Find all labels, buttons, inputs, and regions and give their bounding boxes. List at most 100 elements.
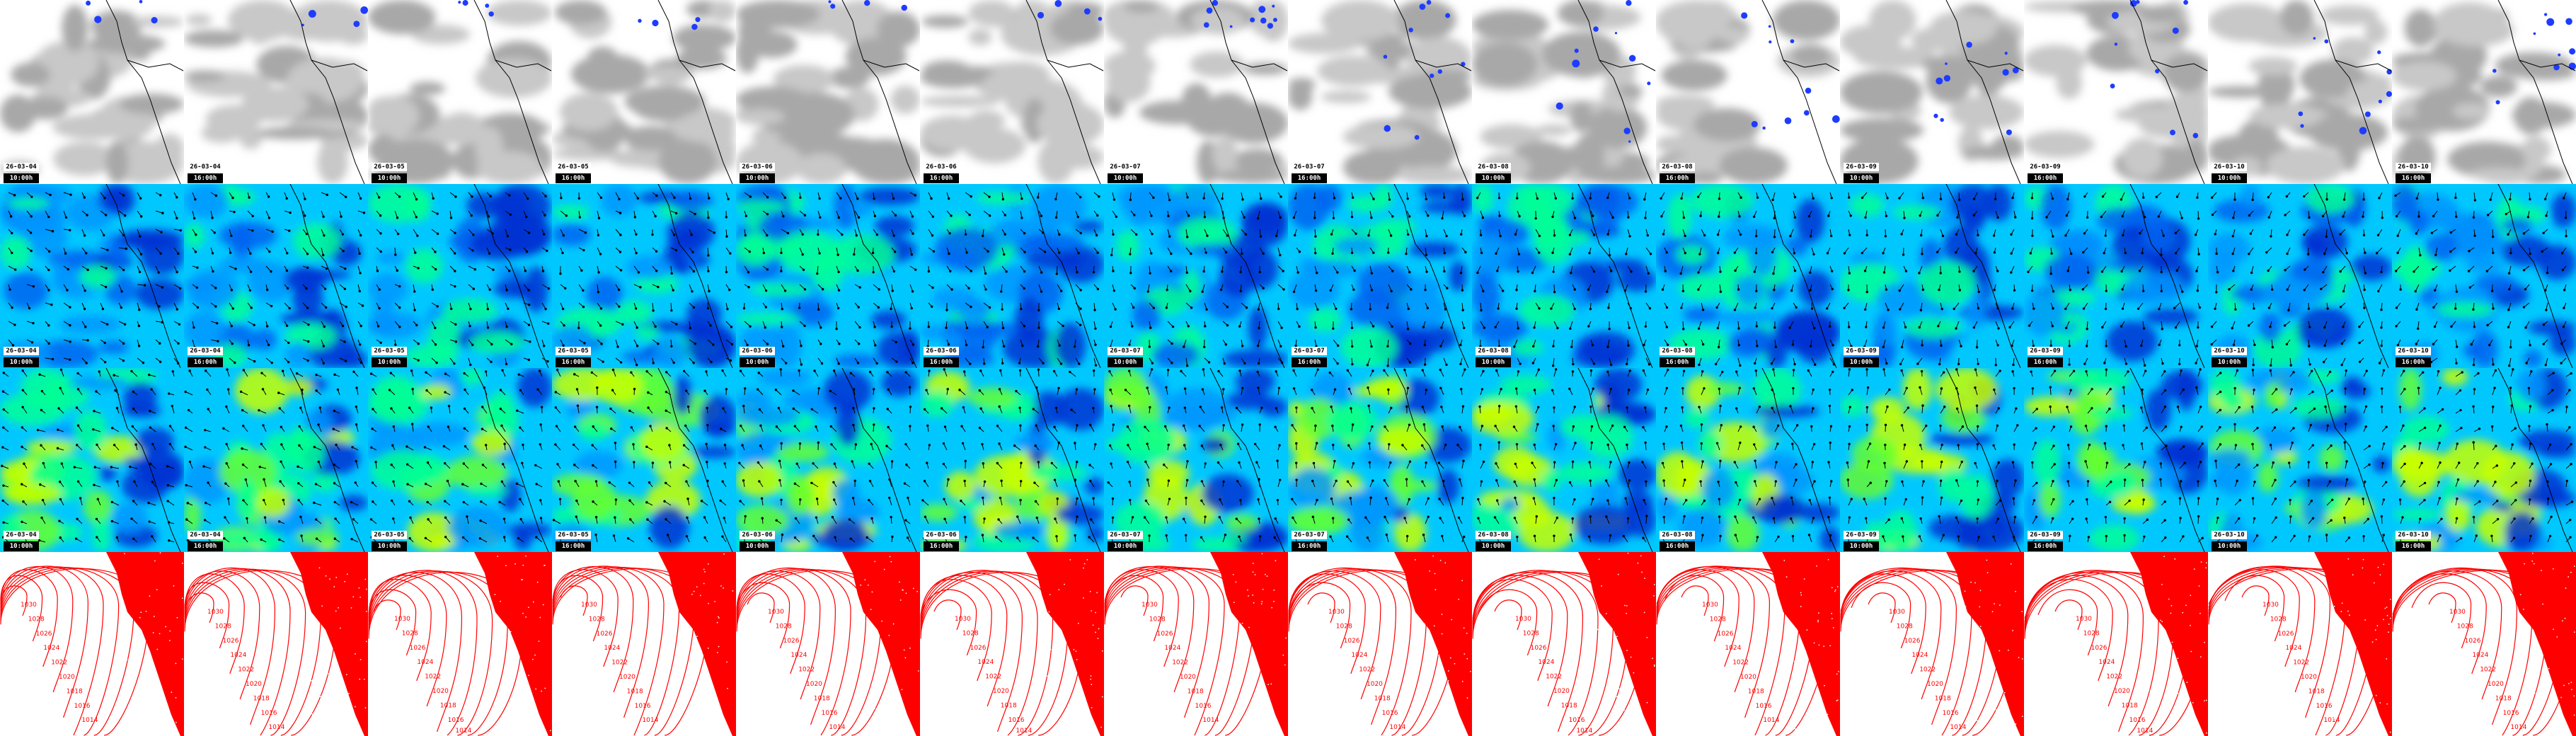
isobar-label: 1020: [1367, 681, 1383, 688]
pressure-isobars-map: 1030 1028 1026 1024 1022 1020 1018 1016 1014: [1656, 552, 1840, 736]
isobar-label: 1014: [1202, 717, 1219, 724]
pressure-isobars-map: 1030 1028 1026 1024 1022 1020 1018 1016 1014: [552, 552, 736, 736]
isobar-label: 1026: [1344, 638, 1360, 645]
isobar-label: 1016: [74, 703, 91, 710]
satellite-clouds-map: [1840, 0, 2024, 184]
isobar-label: 1018: [2495, 695, 2512, 702]
frame-time-label: 10:00h: [2212, 357, 2247, 367]
frame-date-label: 26-03-09: [2028, 531, 2063, 539]
map-tile-satellite-clouds: 26-03-06 16:00h: [920, 0, 1104, 184]
wind-speed-upper-map: [2392, 368, 2576, 552]
map-tile-wind-speed: 26-03-07 10:00h: [1104, 184, 1288, 368]
wind-speed-map: [184, 184, 368, 368]
isobar-label: 1014: [1016, 728, 1032, 735]
map-tile-pressure-isobars: 1030 1028 1026 1024 1022 1020 1018 1016 1014: [2392, 552, 2576, 736]
isobar-label: 1022: [2480, 667, 2496, 674]
pressure-isobars-map: 1030 1028 1026 1024 1022 1020 1018 1016 1014: [184, 552, 368, 736]
isobar-label: 1018: [1935, 695, 1951, 702]
map-tile-pressure-isobars: 1030 1028 1026 1024 1022 1020 1018 1016 1014: [1472, 552, 1656, 736]
isobar-label: 1018: [440, 702, 456, 709]
frame-time-label: 10:00h: [1844, 541, 1879, 551]
isobar-label: 1022: [1919, 667, 1936, 674]
isobar-label: 1024: [604, 645, 620, 652]
wind-speed-upper-map: [1472, 368, 1656, 552]
pressure-isobars-map: 1030 1028 1026 1024 1022 1020 1018 1016 1014: [920, 552, 1104, 736]
isobar-label: 1018: [1001, 702, 1017, 709]
frame-date-label: 26-03-05: [556, 531, 591, 539]
frame-date-label: 26-03-09: [2028, 347, 2063, 355]
isobar-label: 1022: [798, 667, 815, 674]
frame-time-label: 16:00h: [556, 541, 591, 551]
isobar-label: 1020: [619, 674, 636, 681]
frame-time-label: 16:00h: [1292, 173, 1327, 183]
map-tile-wind-speed-upper: 26-03-08 10:00h: [1472, 368, 1656, 552]
wind-arrows: [192, 192, 366, 365]
map-tile-satellite-clouds: 26-03-08 10:00h: [1472, 0, 1656, 184]
frame-date-label: 26-03-08: [1660, 347, 1695, 355]
isobar-label: 1026: [1904, 638, 1921, 645]
pressure-isobars-map: 1030 1028 1026 1024 1022 1020 1018 1016 1014: [368, 552, 552, 736]
wind-arrows: [559, 192, 734, 367]
isobar-label: 1026: [597, 631, 613, 638]
wind-speed-map: [2208, 184, 2392, 368]
wind-arrows: [2030, 368, 2204, 543]
isobar-label: 1030: [768, 609, 784, 616]
frame-date-label: 26-03-09: [1844, 531, 1879, 539]
frame-date-label: 26-03-06: [924, 163, 959, 171]
map-tile-wind-speed-upper: 26-03-04 16:00h: [184, 368, 368, 552]
map-tile-wind-speed: 26-03-04 16:00h: [184, 184, 368, 368]
wind-arrows: [926, 192, 1100, 367]
isobar-label: 1028: [1149, 616, 1166, 623]
isobar-label: 1028: [1897, 623, 1913, 630]
isobar-label: 1028: [962, 630, 979, 637]
pressure-isobars-map: 1030 1028 1026 1024 1022 1020 1018 1016 1014: [1472, 552, 1656, 736]
isobar-label: 1016: [2129, 717, 2146, 724]
isobar-label: 1016: [1943, 710, 1959, 717]
frame-time-label: 16:00h: [556, 357, 591, 367]
isobar-label: 1026: [223, 638, 239, 645]
isobar-label: 1020: [1180, 674, 1196, 681]
isobar-label: 1028: [1523, 630, 1539, 637]
isobar-label: 1022: [238, 667, 254, 674]
map-tile-wind-speed-upper: 26-03-07 10:00h: [1104, 368, 1288, 552]
isobar-label: 1026: [1531, 645, 1547, 652]
isobar-label: 1030: [207, 609, 224, 616]
isobar-label: 1018: [1748, 688, 1764, 695]
map-tile-wind-speed-upper: 26-03-07 16:00h: [1288, 368, 1472, 552]
wind-arrows: [376, 192, 550, 367]
map-tile-wind-speed-upper: 26-03-10 10:00h: [2208, 368, 2392, 552]
isobar-label: 1030: [21, 602, 37, 609]
isobar-label: 1028: [2083, 630, 2100, 637]
frame-time-label: 16:00h: [188, 541, 223, 551]
map-tile-wind-speed: 26-03-04 10:00h: [0, 184, 184, 368]
isobar-label: 1026: [1157, 631, 1173, 638]
wind-arrows: [1477, 368, 1650, 543]
isobar-label: 1018: [1561, 702, 1577, 709]
pressure-isobars-map: 1030 1028 1026 1024 1022 1020 1018 1016 1014: [2208, 552, 2392, 736]
frame-time-label: 10:00h: [740, 357, 775, 367]
frame-time-label: 16:00h: [1660, 173, 1695, 183]
frame-date-label: 26-03-10: [2212, 531, 2247, 539]
isobar-label: 1030: [1515, 616, 1531, 623]
map-tile-pressure-isobars: 1030 1028 1026 1024 1022 1020 1018 1016 1014: [0, 552, 184, 736]
isobar-label: 1028: [1710, 616, 1726, 623]
frame-date-label: 26-03-07: [1292, 347, 1327, 355]
isobar-label: 1022: [1172, 660, 1188, 667]
map-tile-wind-speed: 26-03-06 10:00h: [736, 184, 920, 368]
isobar-label: 1016: [1008, 717, 1025, 724]
satellite-clouds-map: [1472, 0, 1656, 184]
frame-time-label: 16:00h: [924, 541, 959, 551]
isobar-label: 1026: [2278, 631, 2294, 638]
wind-speed-map: [1840, 184, 2024, 368]
isobar-label: 1024: [1164, 645, 1180, 652]
isobar-label: 1014: [81, 717, 98, 724]
isobar-label: 1014: [1576, 728, 1592, 735]
frame-time-label: 10:00h: [1844, 173, 1879, 183]
map-tile-wind-speed-upper: 26-03-08 16:00h: [1656, 368, 1840, 552]
isobar-label: 1030: [394, 616, 410, 623]
wind-arrows: [1291, 368, 1466, 543]
isobar-label: 1022: [1546, 674, 1562, 681]
pressure-isobars-map: 1030 1028 1026 1024 1022 1020 1018 1016 1014: [2392, 552, 2576, 736]
pressure-isobars-map: 1030 1028 1026 1024 1022 1020 1018 1016 1014: [0, 552, 184, 736]
